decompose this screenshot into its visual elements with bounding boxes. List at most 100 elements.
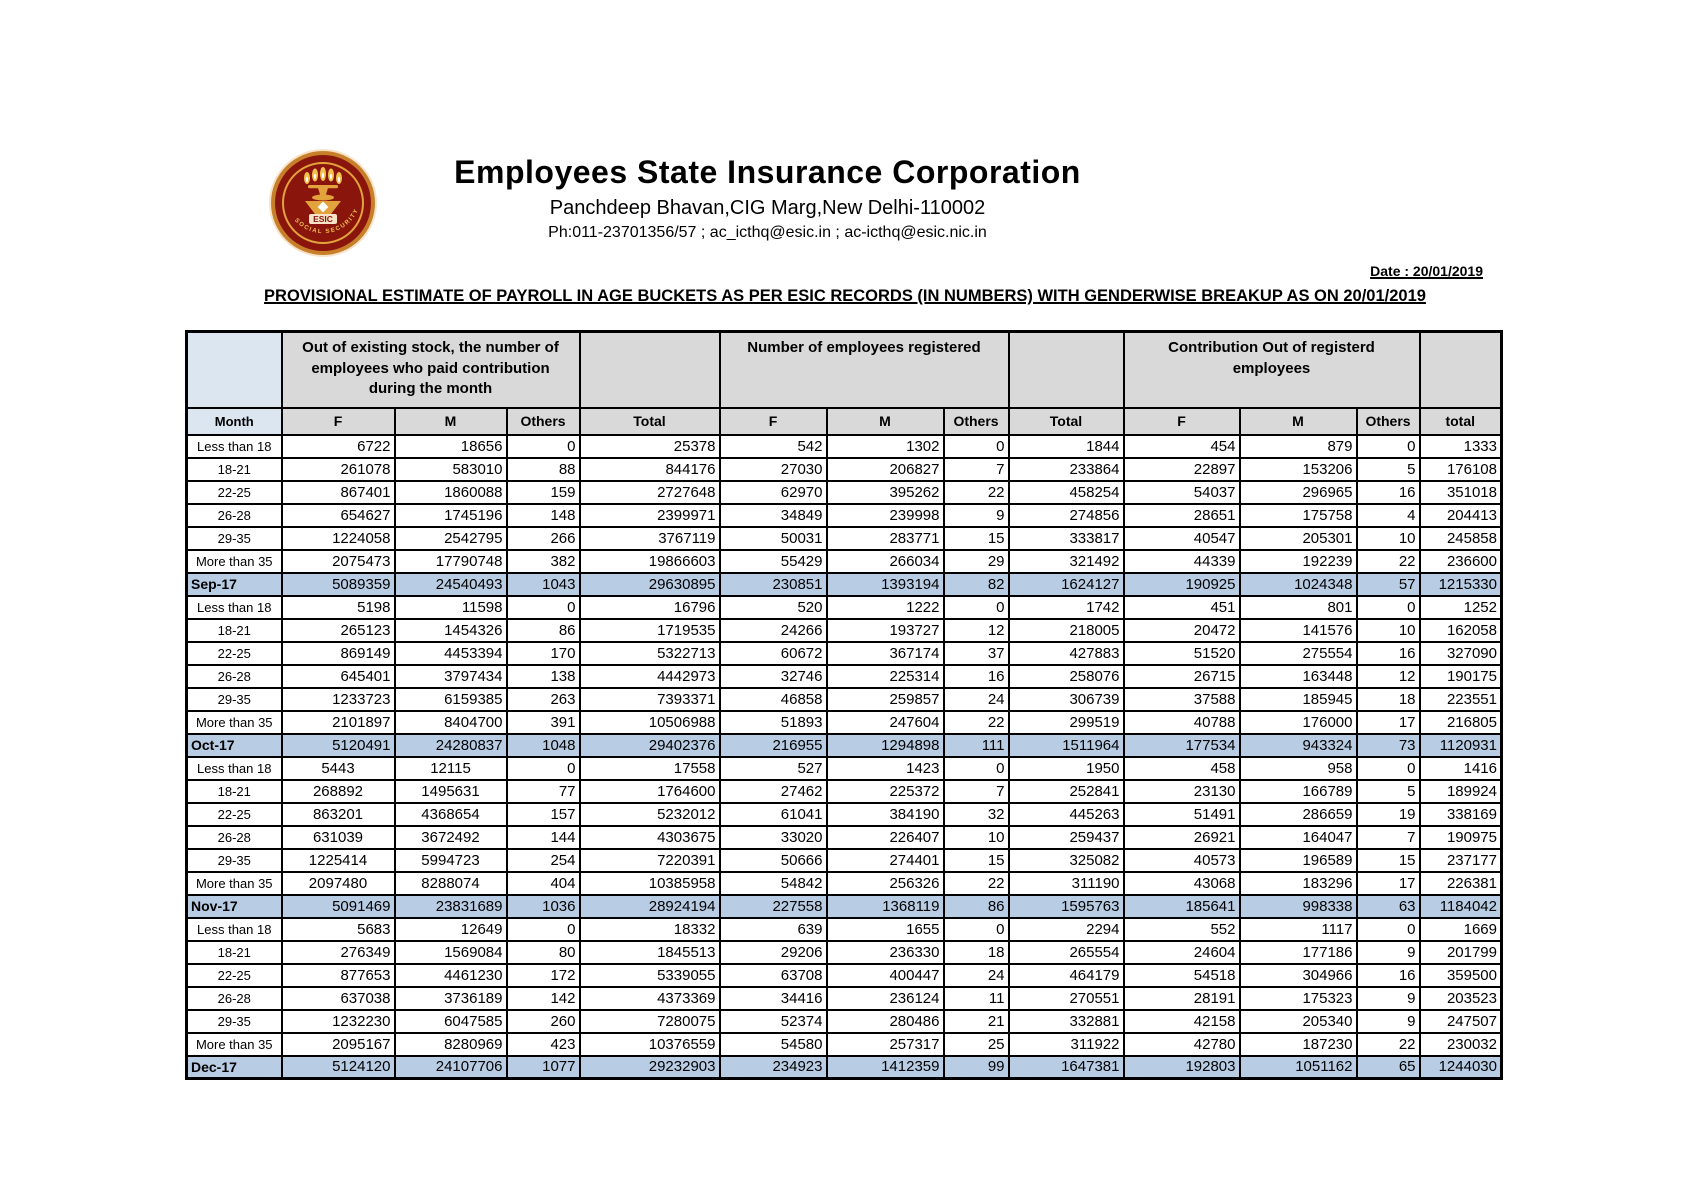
data-cell: 5232012 [578,801,721,827]
summary-data-cell: 192803 [1122,1054,1241,1080]
data-cell: 552 [1122,916,1241,942]
data-cell: 5 [1355,778,1421,804]
data-cell: 256326 [825,870,945,896]
data-cell: 8280969 [393,1031,508,1057]
org-address: Panchdeep Bhavan,CIG Marg,New Delhi-1100… [549,197,986,219]
data-cell: 22 [942,709,1010,735]
data-cell: 520 [718,594,828,620]
data-cell: 10506988 [578,709,721,735]
data-cell: 170 [505,640,581,666]
summary-data-cell: 82 [942,571,1010,597]
table-row: 22-25 869149 4453394 170 5322713 60672 367174 3… [185,640,1503,666]
data-cell: 25 [942,1031,1010,1057]
data-cell: 247507 [1418,1008,1503,1034]
data-cell: 391 [505,709,581,735]
data-cell: 5443 [280,755,396,781]
data-cell: 1225414 [280,847,396,873]
data-cell: 0 [505,594,581,620]
data-cell: 1232230 [280,1008,396,1034]
age-bucket-cell: More than 35 [185,709,283,735]
data-cell: 280486 [825,1008,945,1034]
data-cell: 2097480 [280,870,396,896]
data-cell: 12 [1355,663,1421,689]
age-bucket-cell: 18-21 [185,778,283,804]
data-cell: 17 [1355,870,1421,896]
data-cell: 226407 [825,824,945,850]
table-row: Less than 18 5198 11598 0 16796 520 1222 0 1742 4… [185,594,1503,620]
summary-data-cell: 1051162 [1238,1054,1358,1080]
summary-data-cell: 5089359 [280,571,396,597]
summary-data-cell: 65 [1355,1054,1421,1080]
data-cell: 18656 [393,433,508,459]
data-cell: 275554 [1238,640,1358,666]
data-cell: 8288074 [393,870,508,896]
data-cell: 16796 [578,594,721,620]
data-cell: 34416 [718,985,828,1011]
data-cell: 400447 [825,962,945,988]
data-cell: 17558 [578,755,721,781]
data-cell: 268892 [280,778,396,804]
data-cell: 205340 [1238,1008,1358,1034]
data-cell: 1569084 [393,939,508,965]
data-cell: 631039 [280,824,396,850]
table-row: 18-21 276349 1569084 80 1845513 29206 236330 18… [185,939,1503,965]
data-cell: 266034 [825,548,945,574]
group-header-row: Out of existing stock, the number of emp… [185,330,1503,409]
age-bucket-cell: Less than 18 [185,755,283,781]
data-cell: 54580 [718,1031,828,1057]
data-cell: 270551 [1007,985,1125,1011]
data-cell: 3797434 [393,663,508,689]
data-cell: 1950 [1007,755,1125,781]
age-bucket-cell: 22-25 [185,479,283,505]
data-cell: 2542795 [393,525,508,551]
data-cell: 239998 [825,502,945,528]
data-cell: 196589 [1238,847,1358,873]
data-cell: 176000 [1238,709,1358,735]
age-bucket-cell: 29-35 [185,686,283,712]
table-row: More than 35 2097480 8288074 404 10385958 548… [185,870,1503,896]
data-cell: 7220391 [578,847,721,873]
data-cell: 24604 [1122,939,1241,965]
letterhead: Employees State Insurance Corporation Pa… [185,154,1350,242]
summary-data-cell: 1077 [505,1054,581,1080]
summary-data-cell: 230851 [718,571,828,597]
summary-data-cell: 1294898 [825,732,945,758]
data-cell: 77 [505,778,581,804]
age-bucket-cell: 18-21 [185,939,283,965]
data-cell: 304966 [1238,962,1358,988]
data-cell: 311190 [1007,870,1125,896]
data-cell: 9 [942,502,1010,528]
data-cell: 1719535 [578,617,721,643]
data-cell: 4373369 [578,985,721,1011]
summary-data-cell: 1120931 [1418,732,1503,758]
data-cell: 274401 [825,847,945,873]
data-cell: 274856 [1007,502,1125,528]
data-cell: 86 [505,617,581,643]
data-cell: 654627 [280,502,396,528]
table-row: 18-21 261078 583010 88 844176 27030 206827 7 233… [185,456,1503,482]
data-cell: 1416 [1418,755,1503,781]
data-cell: 4 [1355,502,1421,528]
data-cell: 22 [1355,548,1421,574]
summary-data-cell: 29402376 [578,732,721,758]
data-cell: 645401 [280,663,396,689]
data-cell: 230032 [1418,1031,1503,1057]
data-cell: 844176 [578,456,721,482]
data-cell: 1423 [825,755,945,781]
data-cell: 247604 [825,709,945,735]
table-row: More than 35 2101897 8404700 391 10506988 518… [185,709,1503,735]
data-cell: 40573 [1122,847,1241,873]
data-cell: 7 [1355,824,1421,850]
data-cell: 1454326 [393,617,508,643]
data-cell: 5322713 [578,640,721,666]
data-cell: 22897 [1122,456,1241,482]
data-cell: 42158 [1122,1008,1241,1034]
payroll-table-body: Less than 18 6722 18656 0 25378 542 1302 0 1844 4… [185,433,1503,1080]
data-cell: 177186 [1238,939,1358,965]
data-cell: 27030 [718,456,828,482]
data-cell: 175323 [1238,985,1358,1011]
data-cell: 88 [505,456,581,482]
table-row: 18-21 268892 1495631 77 1764600 27462 225372 7 2… [185,778,1503,804]
summary-data-cell: 29232903 [578,1054,721,1080]
